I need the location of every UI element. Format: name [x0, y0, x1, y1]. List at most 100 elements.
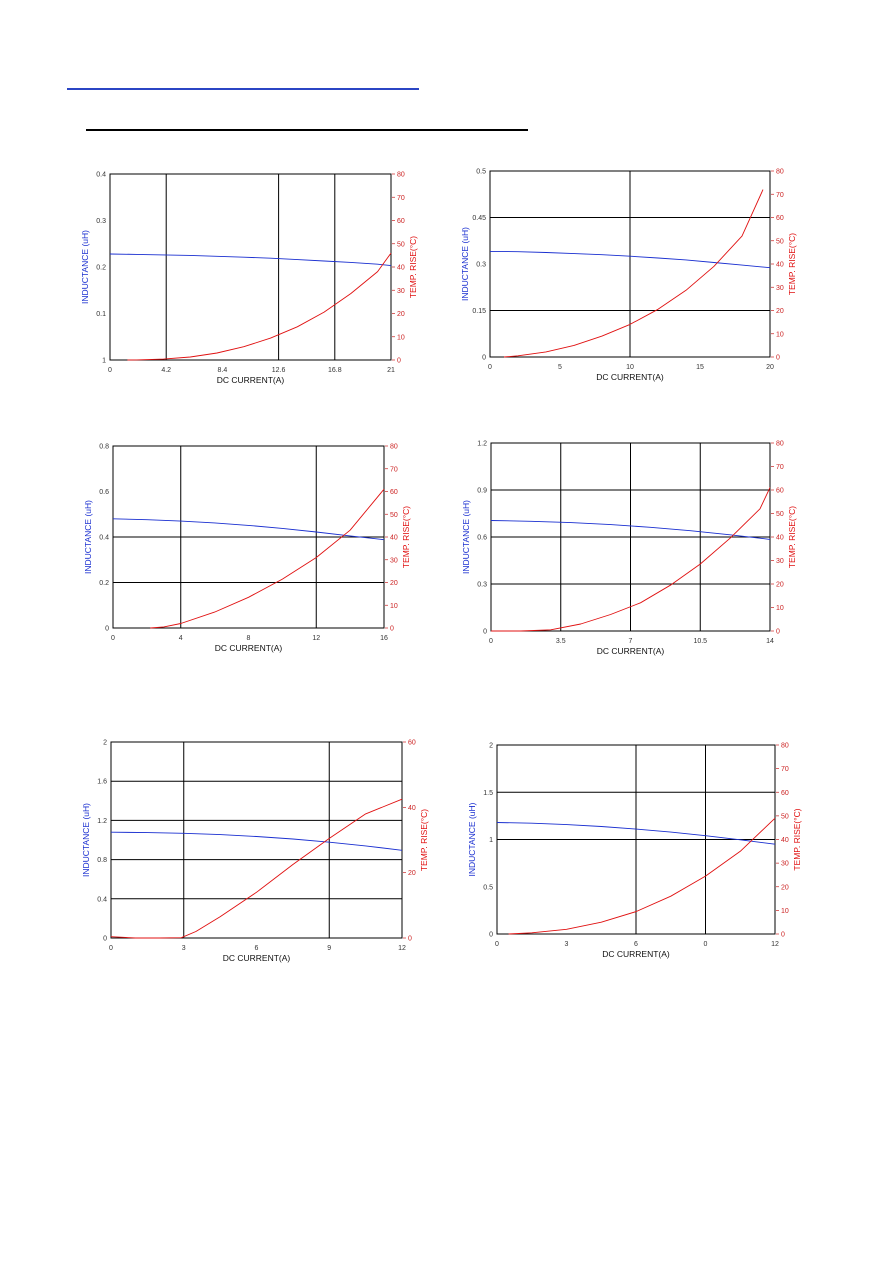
y-axis-label: INDUCTANCE (uH) — [460, 227, 470, 301]
y-tick-label: 0.3 — [477, 582, 487, 589]
x-tick-label: 0 — [108, 367, 112, 374]
y-tick-label: 0.6 — [477, 535, 487, 542]
x-axis-label: DC CURRENT(A) — [215, 643, 283, 653]
y2-axis-label: TEMP. RISE(°C) — [787, 506, 797, 568]
y-axis-label: INDUCTANCE (uH) — [81, 803, 91, 877]
y2-tick-label: 20 — [776, 308, 784, 315]
y-tick-label: 0.8 — [97, 857, 107, 864]
y2-tick-label: 40 — [390, 535, 398, 542]
y2-tick-label: 70 — [776, 464, 784, 471]
y2-tick-label: 80 — [781, 743, 789, 750]
y2-axis-label: TEMP. RISE(°C) — [792, 808, 802, 870]
x-axis-label: DC CURRENT(A) — [596, 372, 664, 382]
x-tick-label: 12 — [312, 635, 320, 642]
x-axis-label: DC CURRENT(A) — [223, 953, 291, 963]
x-tick-label: 10 — [626, 364, 634, 371]
y2-tick-label: 40 — [776, 535, 784, 542]
y2-tick-label: 80 — [776, 169, 784, 176]
temp-rise-curve — [110, 798, 403, 939]
x-tick-label: 8.4 — [218, 367, 228, 374]
temp-rise-curve — [150, 488, 385, 629]
y2-tick-label: 10 — [776, 605, 784, 612]
y-tick-label: 0.3 — [96, 218, 106, 225]
y-tick-label: 0.1 — [96, 311, 106, 318]
y2-tick-label: 0 — [408, 936, 412, 943]
y-tick-label: 0.45 — [472, 215, 486, 222]
y2-tick-label: 50 — [397, 241, 405, 248]
temp-rise-curve — [503, 189, 764, 358]
x-tick-label: 21 — [387, 367, 395, 374]
y2-tick-label: 80 — [776, 441, 784, 448]
y2-axis-label: TEMP. RISE(°C) — [401, 506, 411, 568]
y-tick-label: 0.6 — [99, 489, 109, 496]
y-tick-label: 0 — [105, 626, 109, 633]
y-tick-label: 0.2 — [99, 580, 109, 587]
y2-tick-label: 70 — [397, 195, 405, 202]
y2-tick-label: 10 — [776, 331, 784, 338]
y-tick-label: 0.4 — [97, 896, 107, 903]
y2-tick-label: 10 — [397, 334, 405, 341]
x-tick-label: 4.2 — [161, 367, 171, 374]
y-tick-label: 0.8 — [99, 444, 109, 451]
y2-tick-label: 10 — [390, 603, 398, 610]
y-axis-label: INDUCTANCE (uH) — [461, 500, 471, 574]
inductance-curve — [490, 520, 771, 540]
y-axis-label: INDUCTANCE (uH) — [467, 802, 477, 876]
y2-axis-label: TEMP. RISE(°C) — [419, 809, 429, 871]
inductance-curve — [489, 250, 771, 269]
y-tick-label: 1.2 — [477, 441, 487, 448]
x-axis-label: DC CURRENT(A) — [597, 646, 665, 656]
y2-tick-label: 30 — [776, 285, 784, 292]
y-tick-label: 0 — [103, 936, 107, 943]
x-tick-label: 14 — [766, 638, 774, 645]
x-tick-label: 3 — [565, 941, 569, 948]
y2-tick-label: 20 — [397, 311, 405, 318]
y2-tick-label: 50 — [781, 813, 789, 820]
x-tick-label: 7 — [629, 638, 633, 645]
y-tick-label: 2 — [103, 740, 107, 747]
x-tick-label: 12.6 — [272, 367, 286, 374]
x-tick-label: 0 — [704, 941, 708, 948]
x-tick-label: 0 — [495, 941, 499, 948]
y-tick-label: 1 — [102, 358, 106, 365]
x-tick-label: 3.5 — [556, 638, 566, 645]
y-tick-label: 0.5 — [483, 884, 493, 891]
y-tick-label: 1.2 — [97, 818, 107, 825]
x-tick-label: 12 — [771, 941, 779, 948]
x-tick-label: 6 — [255, 945, 259, 952]
y2-tick-label: 80 — [397, 172, 405, 179]
temp-rise-curve — [508, 817, 776, 935]
y2-tick-label: 40 — [776, 262, 784, 269]
y2-tick-label: 80 — [390, 444, 398, 451]
y-axis-label: INDUCTANCE (uH) — [83, 500, 93, 574]
x-tick-label: 9 — [327, 945, 331, 952]
y2-tick-label: 0 — [776, 629, 780, 636]
y-tick-label: 0.4 — [96, 172, 106, 179]
y-tick-label: 1.5 — [483, 790, 493, 797]
y2-tick-label: 0 — [781, 932, 785, 939]
y-tick-label: 0.9 — [477, 488, 487, 495]
x-tick-label: 6 — [634, 941, 638, 948]
x-tick-label: 8 — [247, 635, 251, 642]
y2-tick-label: 10 — [781, 908, 789, 915]
y2-tick-label: 50 — [390, 512, 398, 519]
y2-tick-label: 60 — [397, 218, 405, 225]
x-tick-label: 0 — [109, 945, 113, 952]
y2-tick-label: 40 — [397, 265, 405, 272]
inductance-curve — [112, 518, 385, 541]
y2-axis-label: TEMP. RISE(°C) — [408, 236, 418, 298]
y2-tick-label: 60 — [776, 488, 784, 495]
y2-tick-label: 60 — [781, 790, 789, 797]
header-rule-black — [86, 129, 528, 131]
y2-tick-label: 0 — [397, 358, 401, 365]
temp-rise-curve — [491, 487, 771, 632]
y2-tick-label: 30 — [781, 861, 789, 868]
x-tick-label: 12 — [398, 945, 406, 952]
inductance-curve — [109, 253, 392, 267]
y2-tick-label: 70 — [776, 192, 784, 199]
header-rule-blue — [67, 88, 419, 90]
x-tick-label: 3 — [182, 945, 186, 952]
